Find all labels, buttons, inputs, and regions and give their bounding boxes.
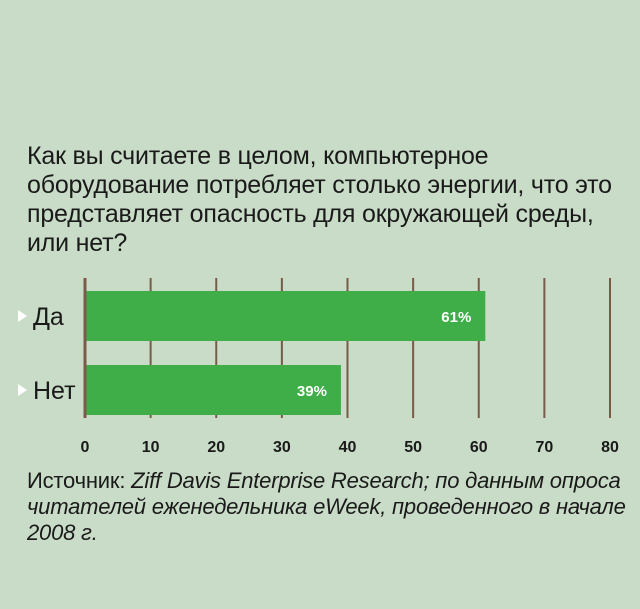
category-marker-icon [18,310,27,322]
source-text: Ziff Davis Enterprise Research; по данны… [27,468,626,545]
category-label: Да [33,303,64,331]
x-tick-label: 30 [273,439,291,456]
x-tick-label: 50 [404,439,422,456]
bar [85,291,486,341]
bar [85,365,341,415]
x-tick-label: 70 [535,439,553,456]
x-tick-label: 40 [339,439,357,456]
x-tick-label: 20 [207,439,225,456]
bar-chart: 61% Да 39% Нет 0 10 20 30 40 50 60 70 80 [18,278,619,456]
bar-value-label: 39% [297,383,327,400]
source-prefix: Источник: [27,468,132,493]
x-tick-label: 10 [142,439,160,456]
x-tick-label: 0 [81,439,90,456]
chart-title: Как вы считаете в целом, компьютерное об… [27,142,612,257]
x-tick-label: 60 [470,439,488,456]
category-marker-icon [18,384,27,396]
category-label: Нет [33,377,76,405]
x-tick-label: 80 [601,439,619,456]
source-note: Источник: Ziff Davis Enterprise Research… [27,468,627,546]
bar-value-label: 61% [441,309,471,326]
